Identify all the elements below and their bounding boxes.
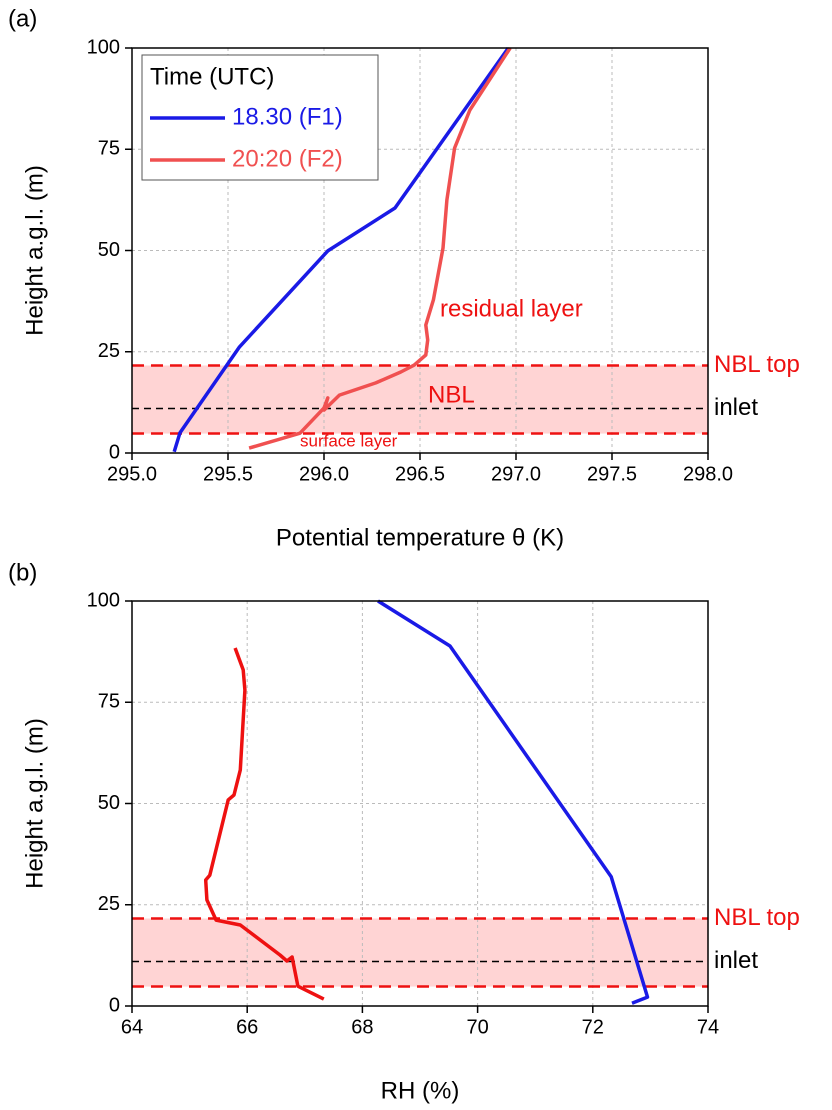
y-tick-label: 50 bbox=[98, 792, 120, 814]
y-tick-label: 0 bbox=[109, 994, 120, 1016]
y-tick-label: 75 bbox=[98, 691, 120, 713]
x-tick-label: 297.0 bbox=[491, 463, 541, 485]
profile-line bbox=[172, 46, 510, 453]
x-tick-label: 64 bbox=[121, 1016, 143, 1038]
y-tick-label: 75 bbox=[98, 138, 120, 160]
x-tick-label: 295.0 bbox=[107, 463, 157, 485]
y-axis-label: Height a.g.l. (m) bbox=[21, 718, 48, 889]
panel-label: (a) bbox=[8, 5, 37, 32]
y-tick-label: 100 bbox=[87, 36, 120, 58]
x-tick-label: 72 bbox=[582, 1016, 604, 1038]
panel-label: (b) bbox=[8, 559, 37, 586]
inlet-label: inlet bbox=[714, 947, 758, 974]
y-tick-label: 100 bbox=[87, 589, 120, 611]
x-axis-label: Potential temperature θ (K) bbox=[276, 524, 564, 551]
y-axis-label: Height a.g.l. (m) bbox=[21, 165, 48, 336]
y-tick-label: 25 bbox=[98, 893, 120, 915]
y-tick-label: 25 bbox=[98, 340, 120, 362]
x-tick-label: 295.5 bbox=[203, 463, 253, 485]
plot-frame bbox=[131, 600, 709, 1007]
plot-frame bbox=[131, 47, 709, 454]
nbl-top-label: NBL top bbox=[714, 904, 800, 931]
inlet-label: inlet bbox=[714, 394, 758, 421]
x-tick-label: 66 bbox=[236, 1016, 258, 1038]
x-tick-label: 70 bbox=[466, 1016, 488, 1038]
profile-line bbox=[248, 47, 512, 450]
x-tick-label: 74 bbox=[697, 1016, 719, 1038]
profile-line bbox=[377, 599, 650, 1005]
legend-label: 20:20 (F2) bbox=[232, 145, 343, 172]
annotation: residual layer bbox=[440, 295, 583, 322]
x-tick-label: 297.5 bbox=[587, 463, 637, 485]
annotation: surface layer bbox=[300, 431, 398, 450]
profile-line bbox=[203, 647, 325, 1001]
x-tick-label: 296.0 bbox=[299, 463, 349, 485]
legend-title: Time (UTC) bbox=[150, 63, 274, 90]
annotation: NBL bbox=[428, 381, 475, 408]
legend-label: 18.30 (F1) bbox=[232, 103, 343, 130]
x-tick-label: 296.5 bbox=[395, 463, 445, 485]
y-tick-label: 50 bbox=[98, 239, 120, 261]
x-tick-label: 68 bbox=[351, 1016, 373, 1038]
x-tick-label: 298.0 bbox=[683, 463, 733, 485]
nbl-top-label: NBL top bbox=[714, 351, 800, 378]
y-tick-label: 0 bbox=[109, 441, 120, 463]
x-axis-label: RH (%) bbox=[381, 1077, 460, 1104]
nbl-band bbox=[132, 918, 708, 987]
